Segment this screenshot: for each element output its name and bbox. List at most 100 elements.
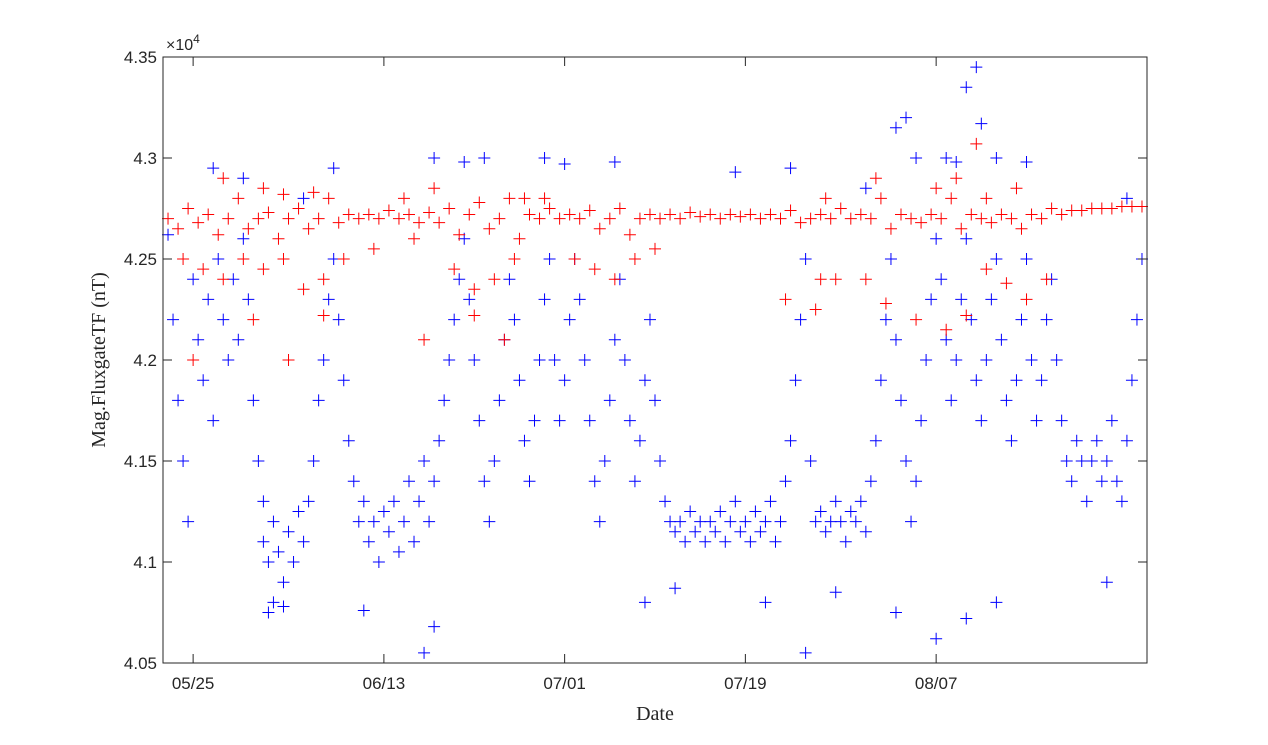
data-point bbox=[819, 192, 832, 205]
data-point bbox=[829, 586, 842, 599]
data-point bbox=[397, 515, 410, 528]
data-point bbox=[307, 455, 320, 467]
y-tick-label: 4.05 bbox=[124, 654, 157, 673]
data-point bbox=[372, 212, 385, 225]
data-point bbox=[1120, 192, 1133, 205]
data-point bbox=[277, 253, 290, 265]
data-point bbox=[403, 475, 415, 488]
data-point bbox=[463, 208, 476, 221]
data-point bbox=[563, 208, 576, 221]
data-point bbox=[754, 212, 767, 225]
data-point bbox=[162, 228, 175, 241]
data-point bbox=[1000, 394, 1013, 407]
data-point bbox=[889, 333, 902, 346]
data-point bbox=[839, 535, 852, 548]
data-point bbox=[247, 313, 260, 326]
data-point bbox=[689, 525, 702, 538]
data-point bbox=[1045, 202, 1058, 215]
data-point bbox=[633, 434, 646, 447]
data-point bbox=[1025, 208, 1038, 221]
data-point bbox=[1090, 434, 1103, 447]
data-point bbox=[307, 186, 320, 199]
data-point bbox=[654, 455, 667, 467]
data-point bbox=[217, 313, 230, 326]
data-point bbox=[433, 434, 446, 447]
data-point bbox=[920, 354, 933, 366]
data-point bbox=[242, 293, 255, 306]
data-point bbox=[508, 253, 521, 265]
data-point bbox=[1035, 212, 1048, 225]
data-point bbox=[864, 212, 877, 225]
data-point bbox=[297, 283, 310, 296]
data-point bbox=[262, 556, 275, 568]
data-point bbox=[332, 216, 345, 229]
data-point bbox=[940, 333, 953, 346]
data-point bbox=[403, 208, 415, 221]
data-point bbox=[212, 253, 225, 265]
data-point bbox=[669, 525, 682, 538]
data-point bbox=[970, 374, 983, 387]
data-point bbox=[172, 394, 185, 407]
data-point bbox=[799, 253, 812, 265]
data-point bbox=[418, 646, 431, 659]
data-point bbox=[623, 414, 636, 427]
data-point bbox=[382, 204, 395, 217]
data-point bbox=[588, 475, 601, 488]
data-point bbox=[342, 434, 355, 447]
data-point bbox=[197, 263, 210, 276]
data-point bbox=[598, 455, 611, 467]
data-point bbox=[945, 394, 958, 407]
data-point bbox=[759, 515, 772, 528]
data-point bbox=[734, 525, 747, 538]
plot-background bbox=[163, 57, 1147, 663]
data-point bbox=[643, 208, 656, 221]
data-point bbox=[1055, 414, 1068, 427]
data-point bbox=[1085, 202, 1098, 215]
data-point bbox=[182, 202, 195, 215]
data-point bbox=[965, 208, 978, 221]
data-point bbox=[1030, 414, 1043, 427]
data-point bbox=[674, 212, 687, 225]
data-point bbox=[543, 253, 556, 265]
data-point bbox=[428, 182, 441, 195]
data-point bbox=[739, 515, 752, 528]
data-point bbox=[197, 374, 210, 387]
data-point bbox=[995, 333, 1008, 346]
data-point bbox=[694, 515, 707, 528]
data-point bbox=[1050, 354, 1063, 366]
data-point bbox=[277, 600, 290, 613]
x-tick-label: 07/01 bbox=[543, 674, 586, 693]
data-point bbox=[910, 313, 923, 326]
data-point bbox=[613, 202, 626, 215]
data-point bbox=[1130, 313, 1143, 326]
data-point bbox=[1065, 204, 1078, 217]
data-point bbox=[237, 253, 250, 265]
data-point bbox=[1020, 253, 1033, 265]
data-point bbox=[1105, 202, 1118, 215]
data-point bbox=[232, 333, 245, 346]
data-point bbox=[925, 293, 938, 306]
data-point bbox=[1115, 495, 1128, 508]
data-point bbox=[694, 210, 707, 223]
data-point bbox=[392, 545, 405, 558]
data-point bbox=[628, 475, 641, 488]
data-point bbox=[764, 495, 777, 508]
data-point bbox=[533, 212, 546, 225]
data-point bbox=[357, 495, 370, 508]
data-point bbox=[930, 632, 943, 645]
data-point bbox=[844, 212, 857, 225]
data-point bbox=[543, 202, 556, 215]
data-point bbox=[633, 212, 646, 225]
data-point bbox=[719, 535, 732, 548]
data-point bbox=[1095, 202, 1108, 215]
data-point bbox=[623, 228, 636, 241]
data-point bbox=[508, 313, 521, 326]
data-point bbox=[1120, 434, 1133, 447]
data-point bbox=[257, 495, 270, 508]
data-point bbox=[172, 222, 185, 235]
data-point bbox=[177, 455, 190, 467]
data-point bbox=[322, 293, 335, 306]
data-point bbox=[1100, 576, 1113, 589]
data-point bbox=[277, 576, 290, 589]
